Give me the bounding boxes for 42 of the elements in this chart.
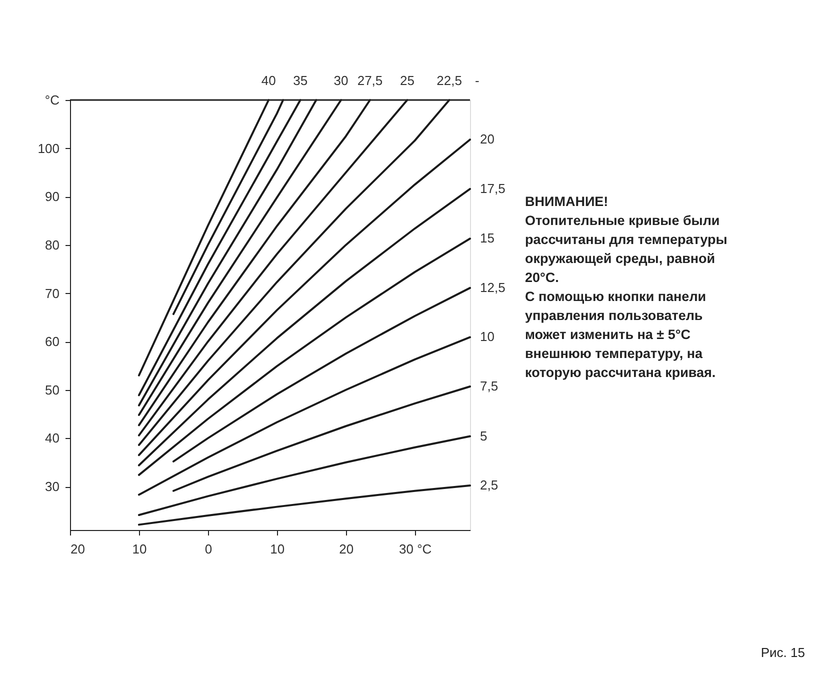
text: Отопительные кривые были рассчитаны для температуры окружающей среды, равной 20°C. [525, 213, 728, 285]
line-series [138, 138, 471, 456]
x-tick-label: 20 [339, 542, 354, 556]
y-tick-label: 40 [45, 430, 60, 446]
y-tick-label: 100 [38, 140, 60, 156]
y-tick-label: 70 [45, 286, 60, 301]
line-series [138, 336, 471, 496]
series-label: 7,5 [480, 378, 498, 394]
line-series [138, 435, 471, 516]
series-label: 40 [261, 73, 276, 88]
series-label: 12,5 [480, 280, 506, 295]
series-label: 35 [293, 73, 308, 88]
y-tick-label: 30 [45, 479, 60, 494]
series-label: 15 [480, 230, 494, 246]
line-series [138, 188, 471, 466]
x-tick-label: 10 [132, 542, 147, 556]
x-tick-label: 10 [270, 542, 285, 556]
line-series [138, 484, 471, 526]
y-tick-label: °C [44, 92, 60, 108]
y-tick-label: 60 [45, 334, 60, 350]
text: Рис. 15 [760, 645, 805, 660]
series-label: 27,5 [357, 73, 383, 88]
series-label: 30 [334, 73, 348, 88]
x-tick-label: 0 [204, 542, 212, 556]
series-label: 5 [480, 428, 488, 444]
x-tick-label: 20 [70, 542, 85, 556]
y-tick-label: 80 [45, 237, 60, 252]
series-label: 2,5 [480, 478, 498, 493]
text: ВНИМАНИЕ! [525, 194, 608, 209]
line-series [172, 286, 471, 462]
series-label: 17,5 [480, 180, 506, 196]
y-tick-label: 90 [45, 189, 60, 204]
text: С помощью кнопки панели управления пользователь может изменить на ± 5°C внешнюю температуру, на которую рассчитана кривая. [525, 289, 716, 380]
x-tick-label: 30 °C [398, 542, 432, 556]
line-series [138, 238, 471, 476]
series-label: 25 [400, 73, 414, 88]
series-label: 22,5 [436, 73, 462, 88]
line-series [172, 386, 471, 492]
series-label: 20 [480, 132, 494, 147]
series-label: 10 [480, 329, 494, 344]
y-tick-label: 50 [45, 382, 60, 398]
text: - [475, 73, 480, 88]
